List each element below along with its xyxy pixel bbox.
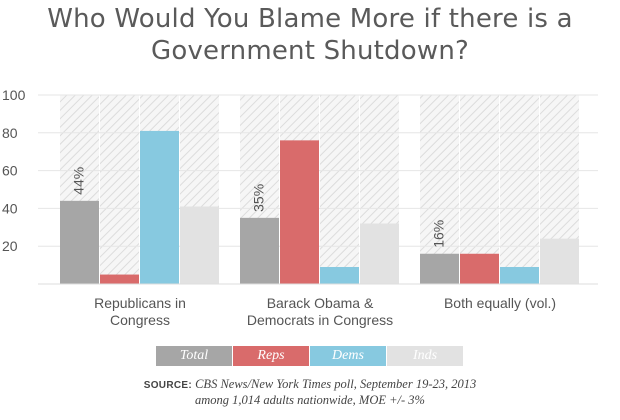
data-label: 44% — [71, 167, 87, 195]
bar-dems — [140, 130, 179, 284]
y-tick-label: 20 — [2, 238, 18, 254]
data-label: 35% — [251, 184, 267, 212]
source-line-2: among 1,014 adults nationwide, MOE +/- 3… — [195, 393, 425, 407]
bar-inds — [540, 238, 579, 284]
bar-dems — [500, 266, 539, 284]
bar-reps — [100, 274, 139, 284]
bar-inds — [360, 223, 399, 284]
legend-item-dems: Dems — [310, 346, 386, 366]
y-tick-label: 80 — [2, 125, 18, 141]
hatched-column — [460, 95, 499, 284]
bar-total — [420, 253, 459, 284]
source-label: SOURCE: — [143, 380, 192, 391]
chart-title-line-2: Government Shutdown? — [150, 36, 470, 66]
legend-item-reps: Reps — [233, 346, 309, 366]
y-tick-label: 60 — [2, 163, 18, 179]
bar-reps — [460, 253, 499, 284]
bar-total — [60, 200, 99, 284]
chart-title-line-1: Who Would You Blame More if there is a — [47, 4, 573, 34]
y-tick-label: 40 — [2, 200, 18, 216]
bar-dems — [320, 266, 359, 284]
legend-item-total: Total — [156, 346, 232, 366]
data-label: 16% — [431, 220, 447, 248]
bar-reps — [280, 140, 319, 284]
category-label: Congress — [110, 312, 170, 328]
category-label: Barack Obama & — [267, 295, 374, 311]
category-label: Republicans in — [94, 295, 186, 311]
y-tick-label: 100 — [2, 87, 26, 103]
category-label: Democrats in Congress — [247, 312, 393, 328]
legend-item-inds: Inds — [387, 346, 463, 366]
source-line-1: SOURCE: CBS News/New York Times poll, Se… — [0, 377, 620, 393]
hatched-column — [500, 95, 539, 284]
hatched-column — [420, 95, 459, 284]
hatched-column — [320, 95, 359, 284]
source-text: CBS News/New York Times poll, September … — [195, 377, 477, 391]
hatched-column — [100, 95, 139, 284]
bar-inds — [180, 206, 219, 284]
bar-total — [240, 217, 279, 284]
category-label: Both equally (vol.) — [444, 295, 556, 311]
